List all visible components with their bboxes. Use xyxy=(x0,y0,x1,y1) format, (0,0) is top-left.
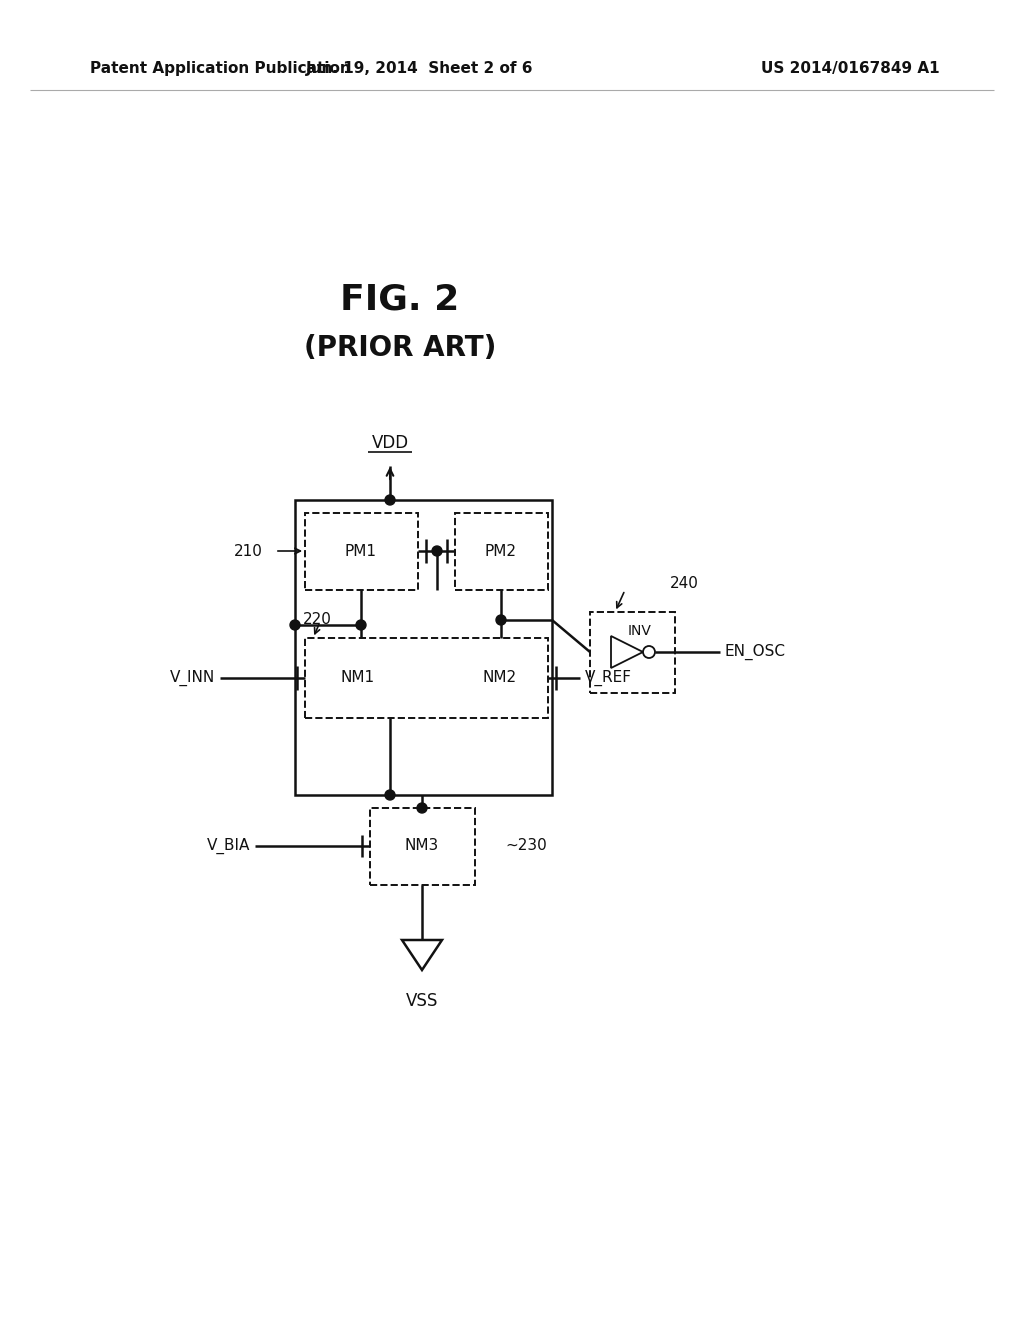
Text: NM3: NM3 xyxy=(404,838,439,854)
Bar xyxy=(295,500,552,795)
Text: V_INN: V_INN xyxy=(170,669,215,686)
Text: ~230: ~230 xyxy=(505,838,547,854)
Circle shape xyxy=(356,620,366,630)
Text: NM2: NM2 xyxy=(483,671,517,685)
Text: PM1: PM1 xyxy=(345,544,377,558)
Text: Patent Application Publication: Patent Application Publication xyxy=(90,61,351,75)
Text: 210: 210 xyxy=(234,544,263,558)
Circle shape xyxy=(417,803,427,813)
Bar xyxy=(305,513,418,590)
Text: PM2: PM2 xyxy=(485,544,517,558)
Text: FIG. 2: FIG. 2 xyxy=(340,282,460,317)
Text: EN_OSC: EN_OSC xyxy=(724,644,785,660)
Text: VSS: VSS xyxy=(406,993,438,1010)
Circle shape xyxy=(290,620,300,630)
Text: 240: 240 xyxy=(670,577,698,591)
Bar xyxy=(455,513,548,590)
Bar xyxy=(305,638,548,718)
Text: (PRIOR ART): (PRIOR ART) xyxy=(304,334,497,362)
Text: 220: 220 xyxy=(303,612,332,627)
Text: INV: INV xyxy=(628,624,652,638)
Bar xyxy=(590,612,675,693)
Text: NM1: NM1 xyxy=(341,671,375,685)
Text: US 2014/0167849 A1: US 2014/0167849 A1 xyxy=(762,61,940,75)
Circle shape xyxy=(432,546,442,556)
Circle shape xyxy=(385,789,395,800)
Text: V_BIA: V_BIA xyxy=(207,838,250,854)
Text: Jun. 19, 2014  Sheet 2 of 6: Jun. 19, 2014 Sheet 2 of 6 xyxy=(306,61,534,75)
Bar xyxy=(370,808,475,884)
Text: V_REF: V_REF xyxy=(585,669,632,686)
Circle shape xyxy=(496,615,506,624)
Circle shape xyxy=(385,495,395,506)
Text: VDD: VDD xyxy=(372,434,409,451)
